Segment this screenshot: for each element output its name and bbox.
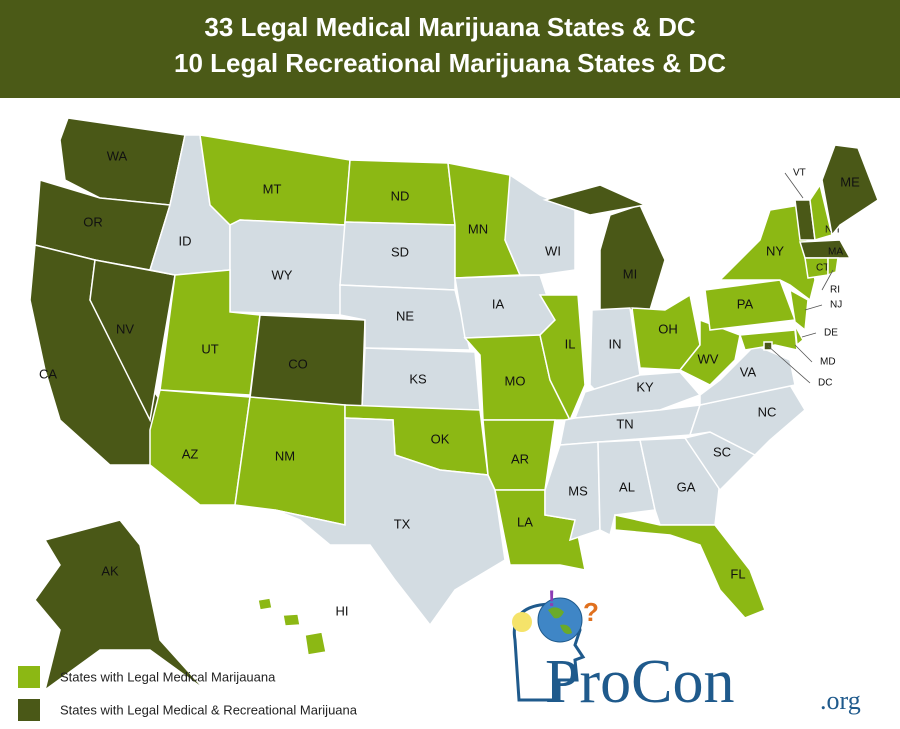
state-shape bbox=[599, 204, 666, 311]
state-shape bbox=[738, 329, 798, 351]
state-label: NM bbox=[275, 448, 295, 463]
state-label: ND bbox=[391, 188, 410, 203]
state-shape bbox=[699, 344, 796, 406]
state-label: TN bbox=[616, 416, 633, 431]
state-shape bbox=[34, 519, 206, 692]
logo-land bbox=[548, 607, 572, 634]
state-label: VT bbox=[793, 168, 806, 179]
state-label: UT bbox=[201, 341, 218, 356]
state-label: NE bbox=[396, 308, 414, 323]
state-label: KS bbox=[409, 371, 427, 386]
title-bar bbox=[0, 0, 900, 98]
state-label: KY bbox=[636, 379, 654, 394]
state-label: MS bbox=[568, 483, 588, 498]
state-shape bbox=[89, 259, 176, 423]
state-shape bbox=[542, 184, 648, 216]
state-label: CA bbox=[39, 366, 57, 381]
state-label: LA bbox=[517, 514, 533, 529]
state-label: PA bbox=[737, 296, 754, 311]
state-label: NV bbox=[116, 321, 134, 336]
state-label: WV bbox=[698, 351, 719, 366]
logo-name: ProCon bbox=[545, 648, 734, 716]
logo-question: ? bbox=[583, 597, 599, 627]
state-label: ID bbox=[179, 233, 192, 248]
state-shape bbox=[538, 294, 586, 422]
state-label: WY bbox=[272, 267, 293, 282]
legend-swatch bbox=[18, 666, 40, 688]
state-label: RI bbox=[830, 285, 840, 296]
state-label: NY bbox=[766, 243, 784, 258]
state-label: TX bbox=[394, 516, 411, 531]
state-label: CO bbox=[288, 356, 308, 371]
logo-exclaim: ! bbox=[548, 586, 555, 611]
state-label: CT bbox=[816, 263, 829, 274]
legend: States with Legal Medical Marijauana Stat… bbox=[18, 666, 358, 721]
state-label: NC bbox=[758, 404, 777, 419]
state-label: OK bbox=[431, 431, 450, 446]
state-label: AL bbox=[619, 479, 635, 494]
state-label: IL bbox=[565, 336, 576, 351]
state-shape bbox=[229, 219, 346, 316]
state-label: ME bbox=[840, 174, 860, 189]
state-label: WI bbox=[545, 243, 561, 258]
legend-label: States with Legal Medical & Recreational… bbox=[60, 702, 358, 717]
state-label: MO bbox=[505, 373, 526, 388]
state-label: FL bbox=[730, 566, 745, 581]
state-shape bbox=[257, 597, 273, 611]
state-label: AZ bbox=[182, 446, 199, 461]
state-label: SC bbox=[713, 444, 731, 459]
state-label: SD bbox=[391, 244, 409, 259]
state-shape bbox=[614, 514, 766, 619]
state-shape bbox=[454, 274, 556, 339]
logo-bulb bbox=[512, 612, 532, 632]
state-label: NJ bbox=[830, 300, 842, 311]
state-shape bbox=[718, 204, 816, 302]
states: WA OR CA NV ID MT WY UT CO AZ NM ND SD NE KS OK TX MN IA MO… bbox=[29, 117, 879, 692]
state-label: GA bbox=[677, 479, 696, 494]
state-shape bbox=[798, 239, 852, 259]
state-shape bbox=[282, 613, 301, 627]
leader-line bbox=[801, 332, 817, 338]
state-label: IA bbox=[492, 296, 505, 311]
state-label: DC bbox=[818, 378, 832, 389]
state-shape bbox=[827, 257, 839, 277]
state-label: OH bbox=[658, 321, 678, 336]
title-line: 10 Legal Recreational Marijuana States &… bbox=[174, 48, 726, 78]
state-shape bbox=[789, 288, 809, 332]
leader-line bbox=[794, 344, 813, 363]
leader-line bbox=[821, 269, 834, 291]
state-label: VA bbox=[740, 364, 757, 379]
state-label: DE bbox=[824, 328, 838, 339]
state-label: MT bbox=[263, 181, 282, 196]
legend-label: States with Legal Medical Marijauana bbox=[60, 669, 276, 684]
title-line: 33 Legal Medical Marijuana States & DC bbox=[204, 12, 695, 42]
state-label: AK bbox=[101, 563, 119, 578]
state-label: MN bbox=[468, 221, 488, 236]
state-label: AR bbox=[511, 451, 529, 466]
state-shape bbox=[504, 173, 576, 276]
state-label: HI bbox=[336, 603, 349, 618]
state-shape bbox=[821, 144, 879, 237]
logo: ? ! ProCon .org bbox=[512, 586, 861, 716]
state-shape bbox=[199, 134, 351, 226]
state-label: WA bbox=[107, 148, 128, 163]
state-label: IN bbox=[609, 336, 622, 351]
logo-globe bbox=[537, 597, 583, 643]
leader-line bbox=[784, 172, 804, 199]
state-label: MA bbox=[828, 247, 843, 258]
state-label: OR bbox=[83, 214, 103, 229]
state-shape bbox=[274, 417, 506, 627]
leader-line bbox=[804, 304, 823, 311]
state-shape bbox=[149, 389, 251, 506]
leader-line bbox=[767, 345, 811, 384]
logo-suffix: .org bbox=[820, 686, 861, 715]
state-label: MI bbox=[623, 266, 637, 281]
state-label: MD bbox=[820, 357, 836, 368]
legend-swatch bbox=[18, 699, 40, 721]
state-shape bbox=[304, 631, 327, 656]
